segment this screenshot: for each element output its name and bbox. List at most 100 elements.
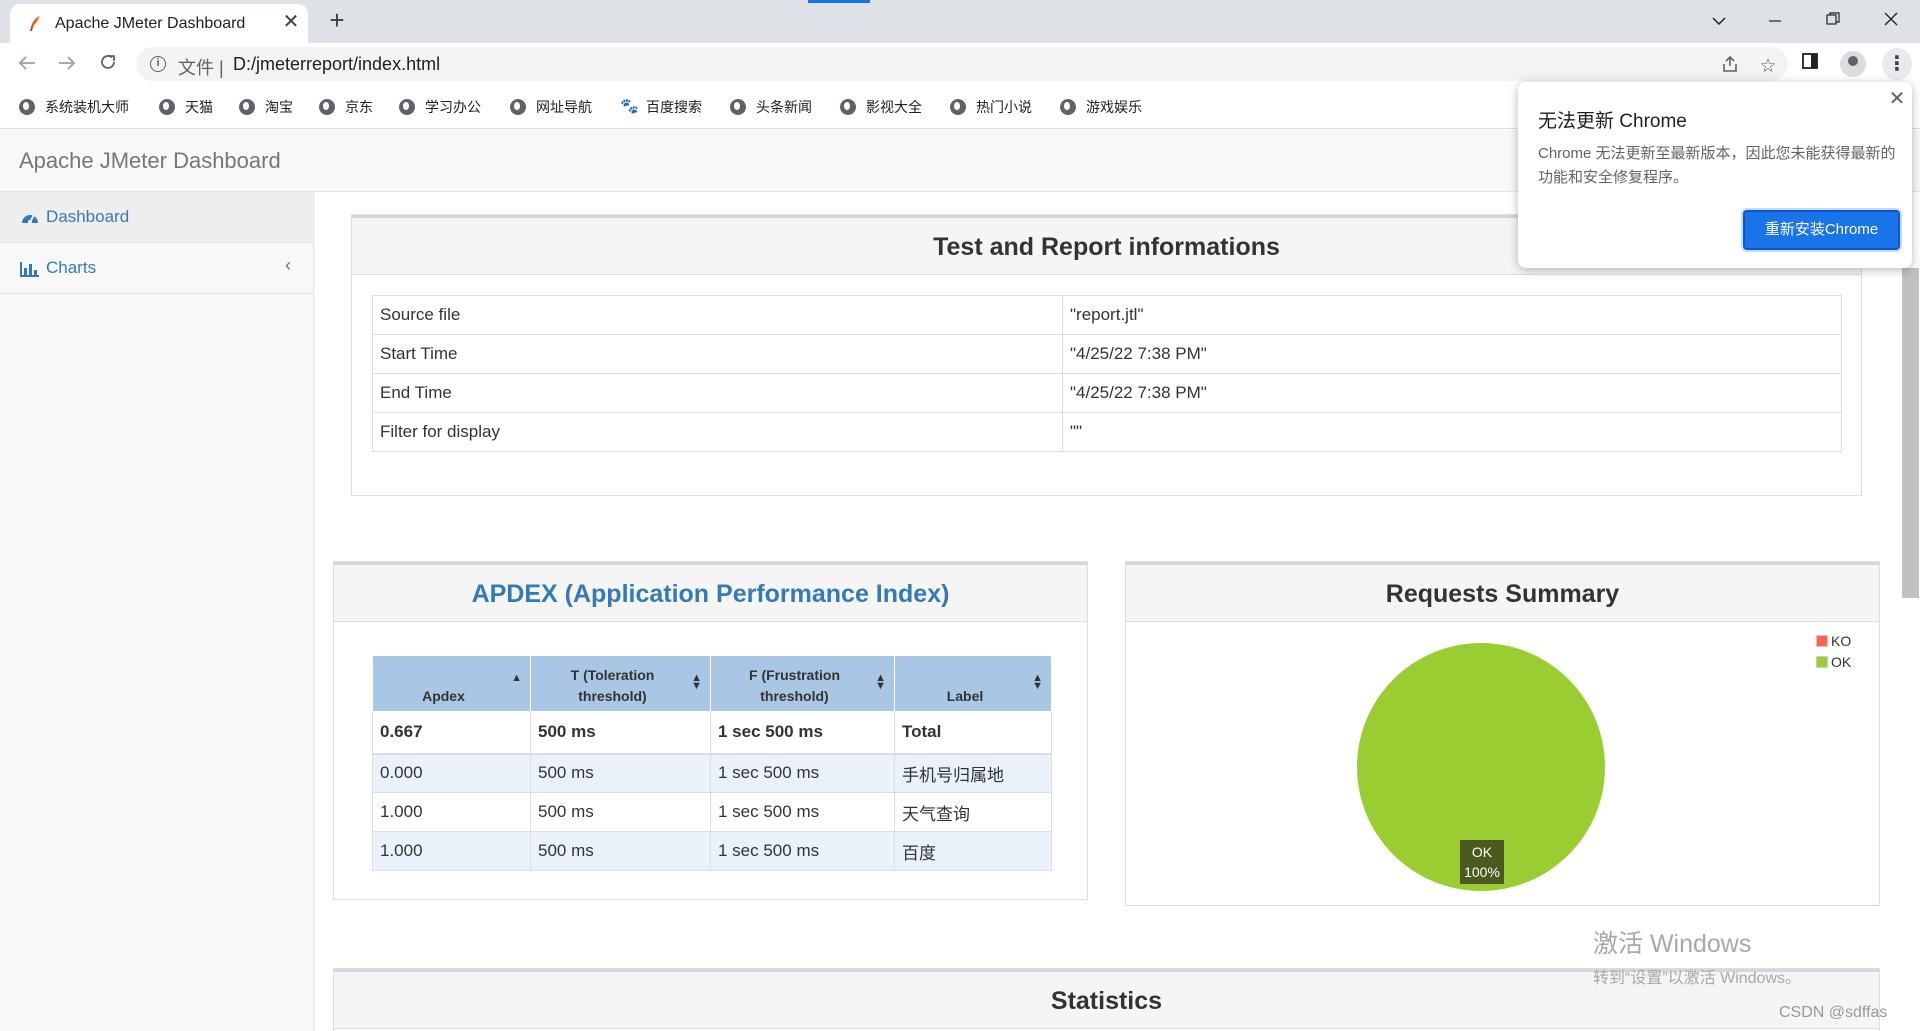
bar-chart-icon xyxy=(20,262,39,277)
bookmark-item[interactable]: 🐾 百度搜索 xyxy=(620,98,702,116)
chevron-left-icon[interactable]: ‹ xyxy=(285,255,291,275)
info-value: "4/25/22 7:38 PM" xyxy=(1062,373,1842,413)
bookmark-item[interactable]: 影视大全 xyxy=(840,96,922,118)
reinstall-chrome-button[interactable]: 重新安装Chrome xyxy=(1743,210,1900,250)
side-panel-icon[interactable] xyxy=(1798,52,1822,76)
bookmark-item[interactable]: 网址导航 xyxy=(510,96,592,118)
popup-close-icon[interactable]: ✕ xyxy=(1888,88,1906,110)
sidebar-item-dashboard[interactable]: Dashboard xyxy=(0,192,313,243)
chart-legend: KO OK xyxy=(1816,630,1851,672)
sidebar-item-label: Dashboard xyxy=(46,207,130,226)
table-row: 1.000 500 ms 1 sec 500 ms 百度 xyxy=(372,831,1052,871)
sort-header-toleration[interactable]: T (Toleration threshold) ▲ ▼ xyxy=(530,655,711,712)
popup-title: 无法更新 Chrome xyxy=(1538,111,1687,132)
browser-tab[interactable]: Apache JMeter Dashboard ✕ xyxy=(10,4,308,43)
share-icon[interactable] xyxy=(1718,55,1742,79)
main-content: Test and Report informations Source file… xyxy=(315,192,1920,1031)
info-key: Source file xyxy=(372,295,1063,335)
globe-icon xyxy=(730,99,746,115)
globe-icon xyxy=(1060,99,1076,115)
back-arrow-icon[interactable] xyxy=(12,50,42,78)
globe-icon xyxy=(239,99,255,115)
statistics-panel-title: Statistics xyxy=(1050,987,1163,1015)
table-row: Source file "report.jtl" xyxy=(372,295,1842,335)
popup-message: Chrome 无法更新至最新版本，因此您未能获得最新的功能和安全修复程序。 xyxy=(1538,145,1896,186)
tab-close-icon[interactable]: ✕ xyxy=(282,11,300,33)
summary-panel-title: Requests Summary xyxy=(1385,580,1620,608)
info-icon[interactable]: i xyxy=(150,56,166,72)
jmeter-feather-icon xyxy=(30,16,40,32)
bookmark-item[interactable]: 淘宝 xyxy=(239,96,293,118)
bookmark-item[interactable]: 头条新闻 xyxy=(730,96,812,118)
info-key: Filter for display xyxy=(372,412,1063,452)
table-row: End Time "4/25/22 7:38 PM" xyxy=(372,373,1842,413)
panel-heading: Requests Summary xyxy=(1126,562,1879,622)
table-row: Start Time "4/25/22 7:38 PM" xyxy=(372,334,1842,374)
bookmark-item[interactable]: 学习办公 xyxy=(399,96,481,118)
chrome-menu-icon[interactable]: ⋮ xyxy=(1882,48,1912,80)
requests-pie-chart[interactable] xyxy=(1351,637,1611,897)
sidebar: Dashboard Charts ‹ xyxy=(0,192,314,1031)
profile-avatar-icon[interactable] xyxy=(1840,51,1866,77)
chrome-update-popup: 无法更新 Chrome Chrome 无法更新至最新版本，因此您未能获得最新的功… xyxy=(1518,82,1912,268)
tab-title: Apache JMeter Dashboard xyxy=(55,15,246,32)
dashboard-icon xyxy=(22,214,38,224)
globe-icon xyxy=(159,99,175,115)
info-key: Start Time xyxy=(372,334,1063,374)
scrollbar-thumb[interactable] xyxy=(1902,268,1919,598)
bookmark-item[interactable]: 京东 xyxy=(319,96,373,118)
globe-icon xyxy=(510,99,526,115)
bookmark-item[interactable]: 游戏娱乐 xyxy=(1060,96,1142,118)
sort-header-apdex[interactable]: Apdex ▲ xyxy=(372,655,531,712)
legend-swatch xyxy=(1816,655,1828,668)
pie-data-label: OK 100% xyxy=(1460,840,1504,884)
browser-toolbar: i 文件 | D:/jmeterreport/index.html ☆ xyxy=(0,43,1920,85)
url-text[interactable]: D:/jmeterreport/index.html xyxy=(233,54,441,74)
legend-item-ok[interactable]: OK xyxy=(1816,651,1851,672)
info-panel-title: Test and Report informations xyxy=(933,233,1280,261)
sort-asc-icon: ▲ xyxy=(511,672,522,684)
tab-indicator xyxy=(808,0,870,3)
close-window-icon[interactable] xyxy=(1868,4,1914,36)
apdex-panel: APDEX (Application Performance Index) Ap… xyxy=(333,561,1088,900)
apdex-panel-title: APDEX (Application Performance Index) xyxy=(471,580,950,608)
sort-icon: ▲ ▼ xyxy=(875,672,886,692)
tab-search-icon[interactable] xyxy=(1696,4,1742,36)
legend-item-ko[interactable]: KO xyxy=(1816,630,1851,651)
sort-icon: ▲ ▼ xyxy=(1032,672,1043,692)
table-row: Filter for display "" xyxy=(372,412,1842,452)
address-bar[interactable]: i 文件 | D:/jmeterreport/index.html ☆ xyxy=(136,47,1788,81)
new-tab-button[interactable]: + xyxy=(329,5,345,35)
bookmark-star-icon[interactable]: ☆ xyxy=(1759,56,1777,77)
apdex-table: Apdex ▲ T (Toleration threshold) ▲ ▼ F (Fru… xyxy=(372,655,1052,871)
bookmark-item[interactable]: 天猫 xyxy=(159,96,213,118)
info-key: End Time xyxy=(372,373,1063,413)
minimize-icon[interactable] xyxy=(1752,4,1798,36)
sort-header-frustration[interactable]: F (Frustration threshold) ▲ ▼ xyxy=(710,655,895,712)
brand-title[interactable]: Apache JMeter Dashboard xyxy=(19,148,281,173)
reload-icon[interactable] xyxy=(93,50,123,78)
sort-icon: ▲ ▼ xyxy=(691,672,702,692)
panel-heading: APDEX (Application Performance Index) xyxy=(334,562,1087,622)
page: Apache JMeter Dashboard Dashboard Charts… xyxy=(0,130,1920,1031)
table-row: 1.000 500 ms 1 sec 500 ms 天气查询 xyxy=(372,792,1052,832)
globe-icon xyxy=(840,99,856,115)
pie-slice-ok[interactable] xyxy=(1357,643,1605,891)
csdn-credit: CSDN @sdffas xyxy=(1779,1004,1888,1021)
bookmark-item[interactable]: 热门小说 xyxy=(950,96,1032,118)
info-table: Source file "report.jtl" Start Time "4/25/… xyxy=(372,295,1842,452)
url-scheme: 文件 | xyxy=(178,58,224,78)
panel-heading: Statistics xyxy=(334,969,1879,1029)
globe-icon xyxy=(319,99,335,115)
info-value: "report.jtl" xyxy=(1062,295,1842,335)
bookmark-item[interactable]: 系统装机大师 xyxy=(19,96,129,118)
sort-header-label[interactable]: Label ▲ ▼ xyxy=(894,655,1052,712)
table-row: 0.000 500 ms 1 sec 500 ms 手机号归属地 xyxy=(372,753,1052,793)
baidu-paw-icon: 🐾 xyxy=(620,98,639,115)
forward-arrow-icon[interactable] xyxy=(52,50,82,78)
restore-icon[interactable] xyxy=(1810,4,1856,36)
table-header-row: Apdex ▲ T (Toleration threshold) ▲ ▼ F (Fru… xyxy=(372,655,1052,712)
statistics-panel: Statistics xyxy=(333,968,1880,1031)
sidebar-item-charts[interactable]: Charts ‹ xyxy=(0,243,313,294)
globe-icon xyxy=(950,99,966,115)
